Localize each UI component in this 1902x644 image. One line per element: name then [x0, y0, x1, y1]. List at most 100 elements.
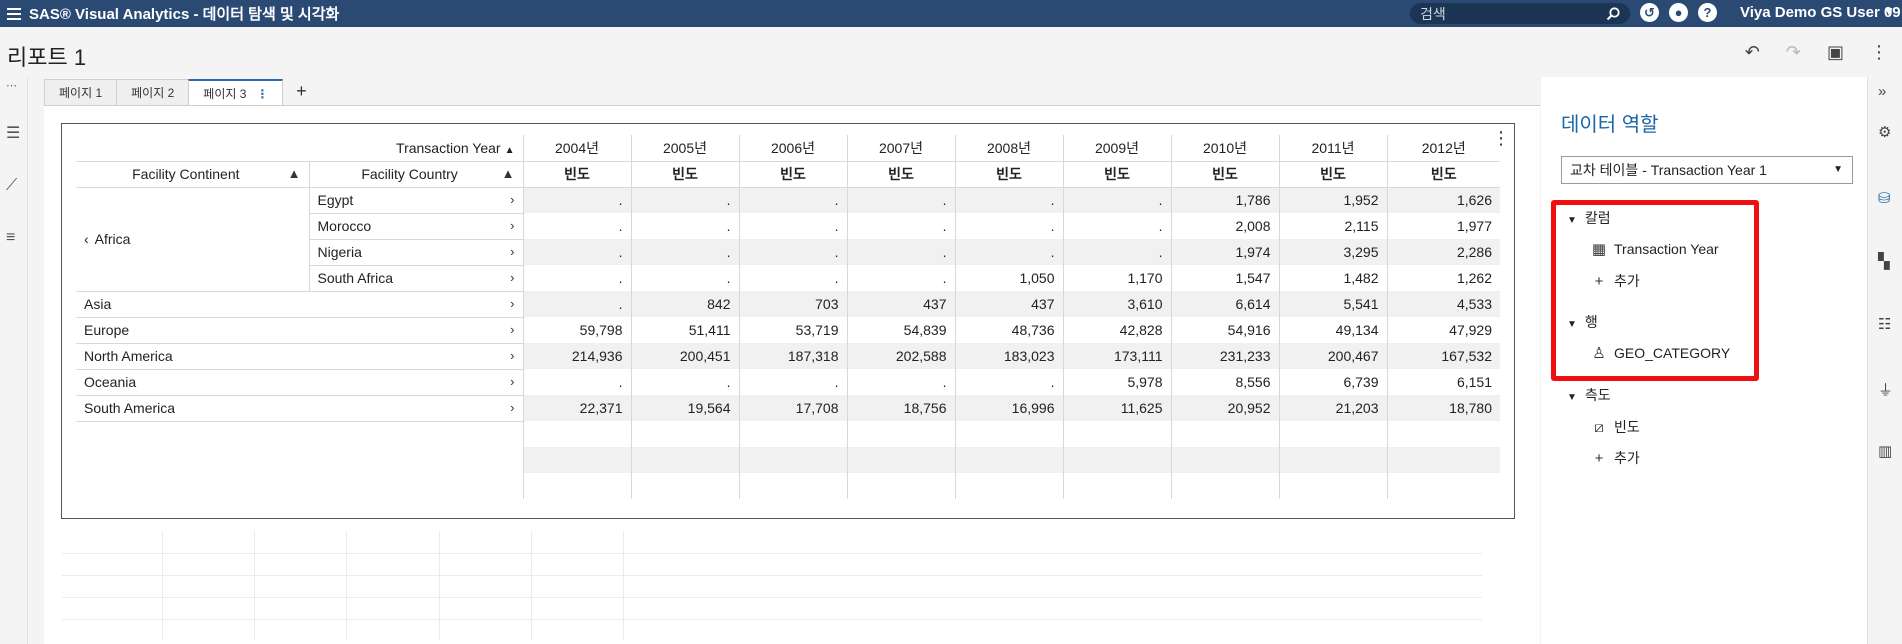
rules-icon[interactable]: ☷ — [1878, 316, 1892, 333]
search-box[interactable] — [1410, 3, 1630, 24]
menu-icon[interactable] — [7, 5, 21, 23]
year-header[interactable]: 2011년 — [1278, 135, 1387, 161]
value-cell: . — [738, 213, 847, 239]
tab-page-2[interactable]: 페이지 2 — [116, 79, 190, 105]
expand-chevron-icon[interactable]: › — [510, 244, 515, 259]
year-header[interactable]: 2012년 — [1386, 135, 1500, 161]
measure-header: 빈도 — [630, 160, 739, 188]
columns-section-header[interactable]: ▼ 칼럼 — [1567, 210, 1611, 226]
value-cell: 3,610 — [1062, 291, 1171, 317]
row-header-country[interactable]: Facility Country ▲ — [308, 160, 523, 188]
table-row: North America › 214,936 200,451 187,318 202,5… — [76, 343, 1500, 370]
measure-header: 빈도 — [738, 160, 847, 188]
value-cell: . — [522, 213, 631, 239]
year-header[interactable]: 2005년 — [630, 135, 739, 161]
row-continent-africa[interactable]: ‹ Africa — [76, 187, 309, 292]
value-cell: . — [738, 265, 847, 291]
recent-history-icon[interactable]: ↺ — [1640, 3, 1659, 22]
value-cell: 5,978 — [1062, 369, 1171, 395]
year-header[interactable]: 2008년 — [954, 135, 1063, 161]
save-icon[interactable]: ▣ — [1826, 42, 1844, 62]
value-cell: . — [846, 369, 955, 395]
value-cell: 19,564 — [630, 395, 739, 421]
row-country[interactable]: Morocco › — [308, 213, 523, 240]
value-cell: 703 — [738, 291, 847, 317]
collapse-chevron-icon[interactable]: ‹ — [84, 231, 89, 247]
year-header[interactable]: 2010년 — [1170, 135, 1279, 161]
expand-chevron-icon[interactable]: › — [510, 400, 515, 415]
outline-list-icon[interactable]: ≡ — [6, 229, 16, 246]
drag-handle-icon[interactable]: ⋯ — [6, 80, 17, 92]
row-continent[interactable]: Europe › — [76, 317, 523, 344]
object-select-dropdown[interactable]: 교차 테이블 - Transaction Year 1 ▼ — [1561, 156, 1853, 184]
columns-add-button[interactable]: + 추가 — [1591, 271, 1640, 291]
value-cell: 200,451 — [630, 343, 739, 369]
measures-section-header[interactable]: ▼ 측도 — [1567, 387, 1611, 403]
value-cell: 6,614 — [1170, 291, 1279, 317]
expand-chevron-icon[interactable]: › — [510, 192, 515, 207]
columns-role-item[interactable]: ▦ Transaction Year — [1591, 241, 1719, 258]
notifications-icon[interactable]: ● — [1669, 3, 1688, 22]
row-country[interactable]: Egypt › — [308, 187, 523, 214]
tab-page-1[interactable]: 페이지 1 — [44, 79, 118, 105]
tab-menu-icon[interactable]: ⋮ — [256, 87, 269, 101]
row-continent[interactable]: Oceania › — [76, 369, 523, 396]
data-roles-icon[interactable]: ⛁ — [1878, 190, 1891, 207]
year-header[interactable]: 2009년 — [1062, 135, 1171, 161]
report-title[interactable]: 리포트 1 — [7, 45, 87, 70]
row-country[interactable]: South Africa › — [308, 265, 523, 292]
row-continent[interactable]: Asia › — [76, 291, 523, 318]
add-page-icon[interactable]: + — [296, 81, 307, 101]
value-cell: . — [630, 369, 739, 395]
objects-chart-icon[interactable]: ⟋ — [6, 177, 18, 194]
undo-icon[interactable]: ↶ — [1744, 42, 1760, 62]
data-source-icon[interactable]: ☰ — [6, 125, 21, 142]
value-cell: 48,736 — [954, 317, 1063, 343]
actions-icon[interactable]: ▚ — [1878, 253, 1890, 270]
expand-chevron-icon[interactable]: › — [510, 218, 515, 233]
ranks-icon[interactable]: ▥ — [1878, 443, 1893, 460]
search-icon[interactable] — [1606, 6, 1620, 21]
more-options-icon[interactable]: ⋮ — [1870, 42, 1888, 62]
value-cell: . — [1062, 187, 1171, 213]
column-header-label[interactable]: Transaction Year ▲ — [396, 139, 515, 156]
measures-role-item[interactable]: ⧄ 빈도 — [1591, 417, 1640, 437]
expand-chevron-icon[interactable]: › — [510, 296, 515, 311]
value-cell: . — [846, 265, 955, 291]
row-continent[interactable]: South America › — [76, 395, 523, 422]
user-name[interactable]: Viya Demo GS User 09 — [1740, 4, 1901, 21]
expand-chevron-icon[interactable]: › — [510, 322, 515, 337]
value-cell: . — [954, 369, 1063, 395]
search-input[interactable] — [1420, 5, 1606, 22]
expand-chevron-icon[interactable]: › — [510, 374, 515, 389]
year-header[interactable]: 2007년 — [846, 135, 955, 161]
year-header[interactable]: 2006년 — [738, 135, 847, 161]
filter-icon[interactable]: ⏚ — [1878, 382, 1894, 399]
value-cell: 202,588 — [846, 343, 955, 369]
rows-role-item[interactable]: ♙ GEO_CATEGORY — [1592, 345, 1731, 362]
measures-add-button[interactable]: + 추가 — [1591, 448, 1640, 468]
empty-row — [76, 473, 1500, 499]
value-cell: 21,203 — [1278, 395, 1387, 421]
value-cell: 167,532 — [1386, 343, 1500, 369]
help-icon[interactable]: ? — [1698, 3, 1717, 22]
tab-page-3[interactable]: 페이지 3 ⋮ — [188, 79, 284, 106]
options-icon[interactable]: ⚙ — [1878, 124, 1892, 141]
row-header-continent[interactable]: Facility Continent ▲ — [76, 160, 309, 188]
crosstab-table: Transaction Year ▲ 2004년 2005년 2006년 2007… — [76, 135, 1500, 499]
left-rail: ⋯ ☰ ⟋ ≡ — [0, 77, 28, 644]
crosstab-object[interactable]: ⋮ Transaction Year ▲ 2004년 2005년 2006년 20… — [61, 123, 1515, 519]
value-cell: 1,482 — [1278, 265, 1387, 291]
value-cell: 173,111 — [1062, 343, 1171, 369]
row-country[interactable]: Nigeria › — [308, 239, 523, 266]
row-continent[interactable]: North America › — [76, 343, 523, 370]
expand-chevron-icon[interactable]: › — [510, 270, 515, 285]
rows-section-header[interactable]: ▼ 행 — [1567, 314, 1598, 330]
value-cell: . — [846, 187, 955, 213]
expand-chevron-icon[interactable]: › — [510, 348, 515, 363]
collapse-panel-icon[interactable]: » — [1878, 83, 1887, 100]
measure-header: 빈도 — [522, 160, 631, 188]
year-header[interactable]: 2004년 — [522, 135, 631, 161]
user-menu-chevron-icon[interactable]: ▼ — [1883, 4, 1895, 18]
value-cell: . — [630, 265, 739, 291]
